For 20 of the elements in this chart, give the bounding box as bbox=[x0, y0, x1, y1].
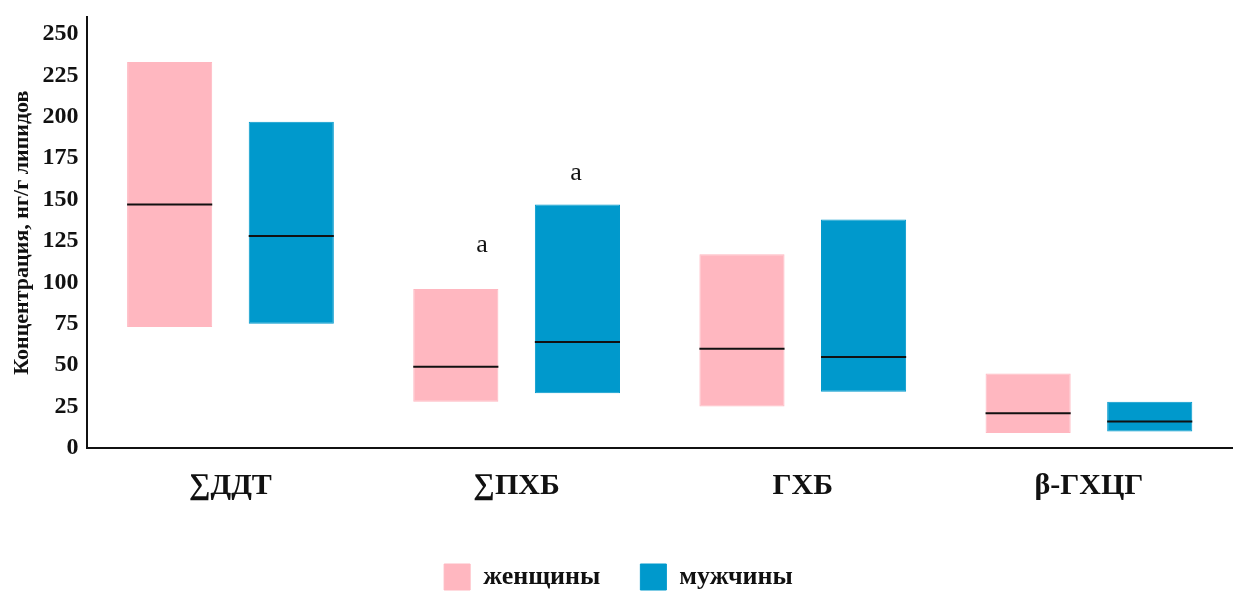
legend-label: женщины bbox=[483, 560, 601, 590]
y-tick-label: 75 bbox=[54, 308, 79, 335]
y-tick-label: 200 bbox=[42, 101, 79, 128]
y-tick-label: 0 bbox=[66, 433, 79, 460]
y-tick-label: 50 bbox=[54, 350, 79, 377]
x-tick-label: ∑ПХБ bbox=[473, 466, 560, 501]
x-tick-label: ГХБ bbox=[772, 466, 834, 500]
x-tick-label: β-ГХЦГ bbox=[1034, 466, 1144, 500]
y-tick-label: 25 bbox=[54, 391, 79, 418]
legend-label: мужчины bbox=[679, 560, 793, 590]
annotation: a bbox=[570, 157, 582, 187]
y-tick-label: 100 bbox=[42, 267, 79, 294]
annotation: a bbox=[476, 229, 488, 259]
x-tick-label: ∑ДДТ bbox=[189, 466, 272, 501]
y-tick-label: 150 bbox=[42, 184, 79, 211]
y-tick-label: 175 bbox=[42, 143, 79, 170]
y-tick-label: 225 bbox=[42, 60, 79, 87]
y-tick-label: 125 bbox=[42, 226, 79, 253]
y-axis-title: Концентрация, нг/г липидов bbox=[7, 90, 33, 375]
y-tick-label: 250 bbox=[42, 19, 79, 46]
